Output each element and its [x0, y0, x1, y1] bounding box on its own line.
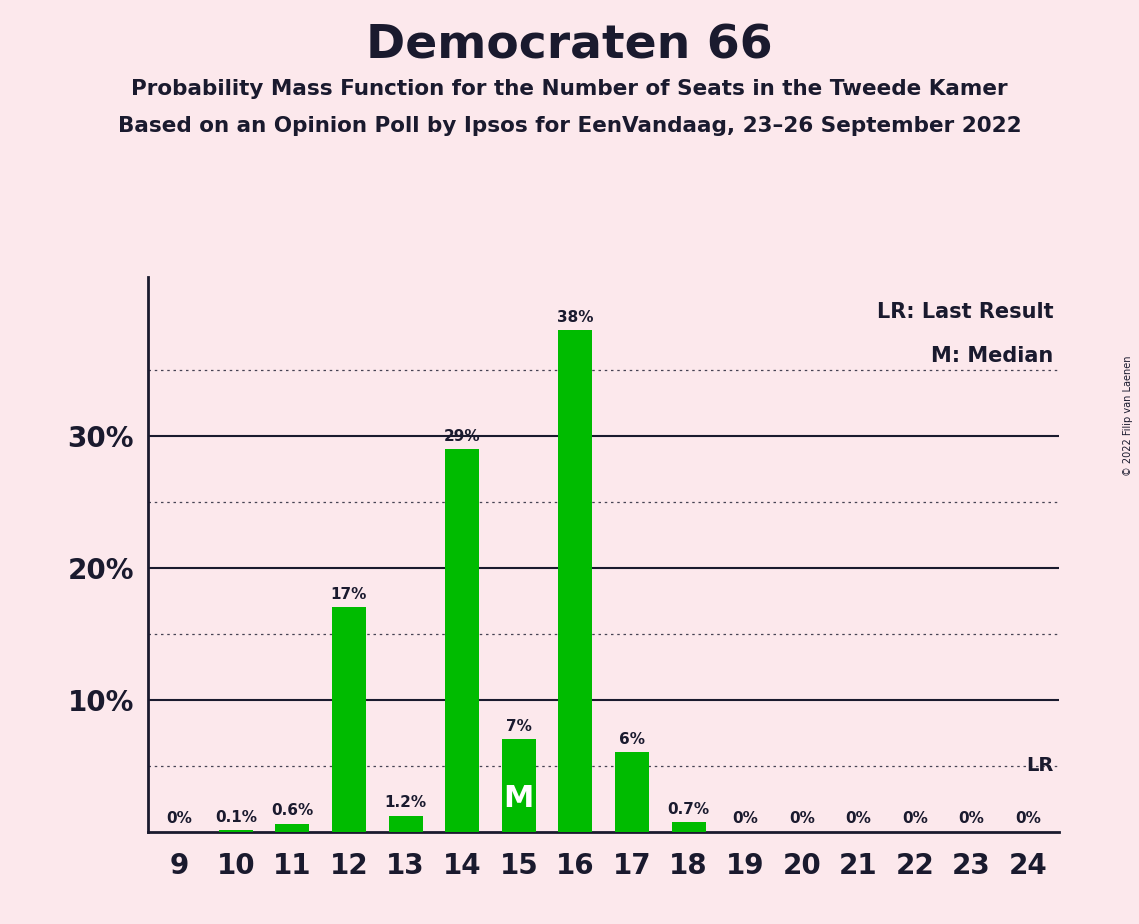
Bar [615, 752, 649, 832]
Text: 29%: 29% [444, 429, 481, 444]
Text: 1.2%: 1.2% [385, 796, 427, 810]
Text: © 2022 Filip van Laenen: © 2022 Filip van Laenen [1123, 356, 1133, 476]
Bar [445, 449, 480, 832]
Bar [331, 607, 366, 832]
Bar [276, 823, 310, 832]
Text: 0%: 0% [732, 811, 759, 826]
Text: 0%: 0% [1015, 811, 1041, 826]
Bar [558, 330, 592, 832]
Text: 0.6%: 0.6% [271, 803, 313, 819]
Text: 38%: 38% [557, 310, 593, 324]
Text: 0%: 0% [845, 811, 871, 826]
Text: 0.7%: 0.7% [667, 802, 710, 817]
Text: LR: Last Result: LR: Last Result [877, 302, 1054, 322]
Bar [502, 739, 535, 832]
Text: 0%: 0% [789, 811, 814, 826]
Text: 0.1%: 0.1% [215, 810, 256, 825]
Text: 0%: 0% [166, 811, 192, 826]
Text: 0%: 0% [902, 811, 928, 826]
Text: Based on an Opinion Poll by Ipsos for EenVandaag, 23–26 September 2022: Based on an Opinion Poll by Ipsos for Ee… [117, 116, 1022, 136]
Text: 7%: 7% [506, 719, 532, 734]
Bar [219, 831, 253, 832]
Text: M: Median: M: Median [932, 346, 1054, 367]
Text: Probability Mass Function for the Number of Seats in the Tweede Kamer: Probability Mass Function for the Number… [131, 79, 1008, 99]
Text: 0%: 0% [959, 811, 984, 826]
Text: M: M [503, 784, 534, 813]
Text: 17%: 17% [330, 587, 367, 602]
Text: LR: LR [1026, 756, 1054, 775]
Text: 6%: 6% [618, 732, 645, 748]
Bar [672, 822, 705, 832]
Bar [388, 816, 423, 832]
Text: Democraten 66: Democraten 66 [366, 23, 773, 68]
